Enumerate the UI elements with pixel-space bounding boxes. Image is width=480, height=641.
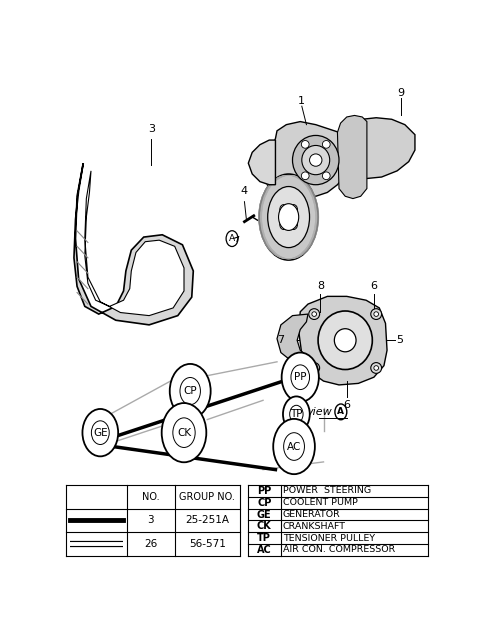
Ellipse shape (170, 364, 211, 418)
Ellipse shape (374, 312, 379, 317)
Ellipse shape (374, 365, 379, 370)
Text: 56-571: 56-571 (189, 539, 226, 549)
Ellipse shape (91, 420, 109, 444)
Text: AC: AC (287, 442, 301, 451)
Ellipse shape (278, 204, 299, 230)
Ellipse shape (318, 311, 372, 369)
Text: 4: 4 (241, 187, 248, 196)
Text: 3: 3 (147, 515, 154, 526)
Ellipse shape (291, 365, 310, 390)
Ellipse shape (280, 204, 288, 215)
Text: PP: PP (294, 372, 307, 382)
Ellipse shape (292, 135, 339, 185)
Text: GE: GE (257, 510, 272, 520)
Ellipse shape (284, 433, 304, 460)
Ellipse shape (283, 396, 310, 432)
Polygon shape (337, 115, 367, 199)
Polygon shape (248, 140, 276, 185)
Text: CK: CK (257, 521, 272, 531)
Text: CP: CP (257, 497, 271, 508)
Text: TP: TP (257, 533, 271, 543)
Polygon shape (74, 163, 193, 325)
Ellipse shape (173, 418, 195, 447)
Text: 1: 1 (298, 96, 305, 106)
Ellipse shape (289, 405, 303, 423)
Text: GROUP NO.: GROUP NO. (180, 492, 235, 502)
Ellipse shape (290, 204, 298, 215)
Ellipse shape (312, 312, 316, 317)
Text: 25-251A: 25-251A (185, 515, 229, 526)
Text: CK: CK (177, 428, 191, 438)
Text: 26: 26 (144, 539, 157, 549)
Text: 8: 8 (317, 281, 324, 291)
Ellipse shape (180, 378, 201, 404)
Ellipse shape (301, 140, 309, 148)
Ellipse shape (83, 409, 118, 456)
Text: 3: 3 (148, 124, 155, 134)
Text: CRANKSHAFT: CRANKSHAFT (283, 522, 346, 531)
Ellipse shape (162, 403, 206, 462)
Text: 5: 5 (396, 335, 403, 345)
Text: NO.: NO. (142, 492, 159, 502)
Text: 6: 6 (343, 401, 350, 410)
Text: 9: 9 (397, 88, 405, 99)
Text: PP: PP (257, 486, 271, 496)
Ellipse shape (310, 154, 322, 166)
Text: 2: 2 (262, 164, 269, 174)
Ellipse shape (301, 172, 309, 179)
Ellipse shape (309, 363, 320, 373)
Ellipse shape (323, 172, 330, 179)
Ellipse shape (290, 219, 298, 229)
Polygon shape (269, 118, 415, 196)
Polygon shape (299, 296, 387, 385)
Text: AIR CON. COMPRESSOR: AIR CON. COMPRESSOR (283, 545, 395, 554)
Text: GENERATOR: GENERATOR (283, 510, 340, 519)
Ellipse shape (282, 353, 319, 402)
Text: AC: AC (257, 545, 272, 555)
Text: 7: 7 (277, 335, 285, 345)
Text: CP: CP (183, 386, 197, 396)
Text: 6: 6 (371, 281, 377, 291)
Polygon shape (85, 171, 184, 315)
Text: TENSIONER PULLEY: TENSIONER PULLEY (283, 534, 375, 543)
Ellipse shape (259, 174, 318, 260)
Ellipse shape (268, 187, 310, 247)
Text: A: A (229, 234, 235, 243)
Text: TP: TP (290, 409, 302, 419)
Ellipse shape (312, 365, 316, 370)
Ellipse shape (335, 329, 356, 352)
Polygon shape (277, 314, 310, 365)
Text: view: view (306, 407, 332, 417)
Ellipse shape (302, 146, 330, 175)
Text: A: A (337, 408, 344, 417)
Text: COOLENT PUMP: COOLENT PUMP (283, 498, 358, 507)
Ellipse shape (371, 309, 382, 319)
Ellipse shape (280, 219, 288, 229)
Text: GE: GE (93, 428, 108, 438)
Ellipse shape (273, 419, 315, 474)
Ellipse shape (371, 363, 382, 373)
Text: POWER  STEERING: POWER STEERING (283, 487, 371, 495)
Ellipse shape (309, 309, 320, 319)
Ellipse shape (323, 140, 330, 148)
